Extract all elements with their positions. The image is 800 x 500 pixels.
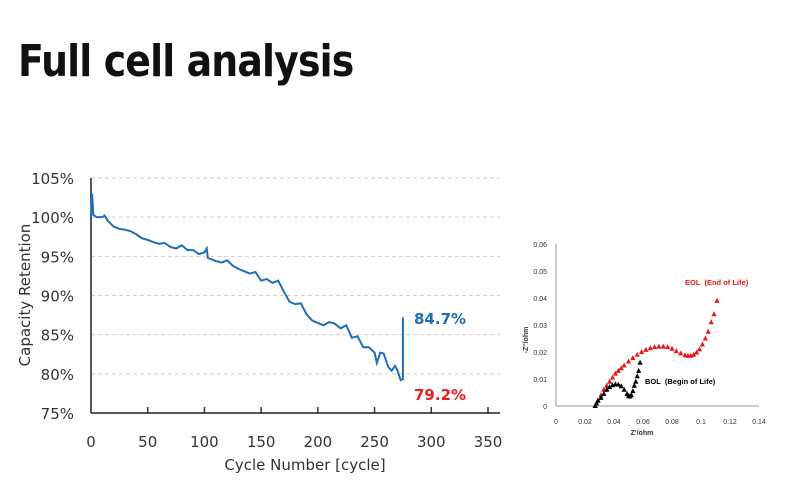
eis-y-tick-label: 0.01 [533, 377, 547, 384]
eis-x-tick-label: 0.1 [696, 419, 706, 426]
y-tick-label: 100% [31, 209, 74, 227]
bol-point [618, 383, 624, 389]
y-tick-label: 90% [41, 288, 74, 306]
eol-point [705, 328, 711, 334]
eol-point [711, 311, 717, 317]
x-tick-label: 300 [417, 433, 446, 451]
eol-point [708, 319, 714, 325]
x-tick-label: 0 [86, 433, 96, 451]
eis-x-tick-label: 0.06 [636, 419, 650, 426]
y-tick-label: 95% [41, 248, 74, 266]
eol-point [652, 344, 658, 350]
x-tick-label: 100 [190, 433, 219, 451]
eis-y-tick-label: 0.03 [533, 323, 547, 330]
eol-point [638, 349, 645, 354]
annotation-final: 79.2% [414, 386, 466, 404]
eol-point [660, 343, 666, 349]
eis-y-axis-label: -Z''/ohm [523, 327, 530, 354]
eol-point [618, 365, 624, 371]
eol-point [634, 351, 640, 357]
x-tick-label: 50 [138, 433, 157, 451]
eol-point [598, 392, 604, 398]
bol-point [592, 403, 598, 408]
eol-point [604, 382, 610, 388]
eol-point [696, 346, 703, 352]
eis-y-tick-label: 0.06 [533, 242, 547, 249]
x-tick-label: 200 [304, 433, 333, 451]
eis-y-tick-label: 0 [543, 404, 547, 411]
bol-point [615, 381, 621, 387]
eol-point [621, 362, 627, 368]
eis-x-tick-label: 0 [554, 419, 558, 426]
eol-point [625, 358, 632, 364]
eol-point [691, 351, 697, 357]
eol-point [669, 345, 675, 351]
eol-point [702, 335, 708, 341]
x-tick-label: 350 [474, 433, 503, 451]
eol-point [673, 348, 679, 354]
y-axis-label: Capacity Retention [16, 224, 34, 367]
eis-x-tick-label: 0.08 [665, 419, 679, 426]
bol-point [636, 367, 642, 373]
eol-point [643, 346, 649, 352]
bol-point [630, 388, 636, 394]
eol-point [656, 343, 662, 349]
bol-point [628, 392, 634, 398]
x-tick-label: 150 [247, 433, 276, 451]
y-tick-label: 85% [41, 327, 74, 345]
bol-legend-label: BOL (Begin of Life) [645, 377, 716, 386]
bol-point [631, 382, 637, 388]
eol-point [609, 374, 616, 380]
eol-legend-label: EOL (End of Life) [685, 278, 749, 287]
capacity-retention-line [90, 193, 404, 382]
bol-point [607, 384, 613, 390]
eol-point [607, 378, 613, 384]
eis-x-tick-label: 0.12 [723, 419, 737, 426]
y-tick-label: 105% [31, 170, 74, 188]
eol-point [615, 367, 621, 373]
eis-y-tick-label: 0.04 [533, 296, 547, 303]
eol-point [694, 349, 700, 355]
y-tick-label: 75% [41, 405, 74, 423]
eis-x-axis-label: Z'/ohm [631, 430, 654, 437]
x-axis-label: Cycle Number [cycle] [224, 456, 385, 474]
bol-point [601, 390, 607, 396]
eol-point [665, 344, 671, 350]
bol-point [595, 397, 601, 403]
eis-y-tick-label: 0.05 [533, 269, 547, 276]
y-tick-label: 80% [41, 366, 74, 384]
x-tick-label: 250 [360, 433, 389, 451]
page-title: Full cell analysis [18, 36, 354, 87]
bol-point [604, 386, 610, 392]
bol-point [594, 400, 600, 406]
eol-point [630, 354, 636, 360]
eis-y-tick-label: 0.02 [533, 350, 547, 357]
eis-x-tick-label: 0.04 [607, 419, 621, 426]
bol-point [634, 373, 640, 379]
eol-point [699, 341, 706, 347]
eol-point [647, 345, 653, 351]
bol-point [621, 386, 627, 392]
bol-point [598, 394, 604, 400]
annotation-initial: 84.7% [414, 310, 466, 328]
bol-point [637, 359, 643, 365]
eol-point [714, 297, 720, 303]
eol-point [612, 370, 619, 376]
eis-x-tick-label: 0.02 [578, 419, 592, 426]
bol-point [633, 378, 639, 384]
eis-x-tick-label: 0.14 [752, 419, 766, 426]
eol-point [678, 350, 684, 356]
